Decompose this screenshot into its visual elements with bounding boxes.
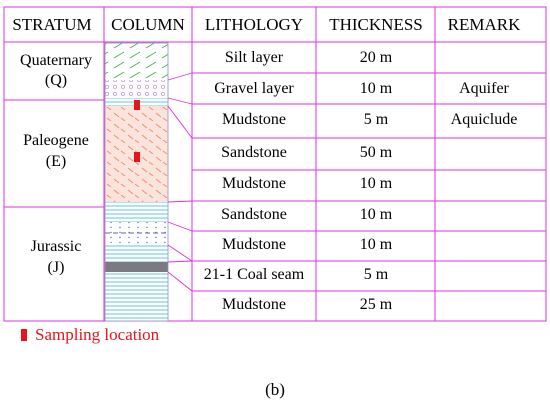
lithology-cell: Mudstone [222,111,286,128]
lithology-cell: Mudstone [222,236,286,253]
sampling-location-marker-icon [134,100,140,110]
thickness-cell: 10 m [360,206,393,223]
remark-cell: Aquiclude [451,111,518,128]
header-stratum: STRATUM [12,15,91,34]
column-mudstone-segment [105,202,168,222]
column-sandstone-dots-segment [105,222,168,245]
lithology-cell: Mudstone [222,175,286,192]
column-coal-segment [105,262,168,272]
sampling-location-marker-icon [134,152,140,162]
remark-cell: Aquifer [459,80,509,97]
header-remark: REMARK [448,15,521,34]
header-lithology: LITHOLOGY [205,15,303,34]
column-outline [104,42,169,322]
lithology-cell: Mudstone [222,296,286,313]
connector-line [167,105,193,139]
lithology-cell: Sandstone [221,206,287,223]
layer-rows: Silt layer 20 m Gravel layer 10 m Aquife… [204,49,518,313]
column-mudstone-segment [105,272,168,321]
connector-line [167,271,193,292]
stratum-quaternary-name: Quaternary [20,52,92,69]
table-border [3,6,547,322]
stratum-paleogene-code: (E) [46,153,66,170]
legend-label: Sampling location [35,325,160,344]
lithology-cell: Silt layer [225,49,284,66]
lithology-cell: 21-1 Coal seam [204,266,305,283]
lithology-cell: Gravel layer [214,80,294,97]
connector-line [167,72,193,81]
header-column: COLUMN [111,15,185,34]
column-gravel-segment [105,80,168,98]
stratum-jurassic-code: (J) [48,259,65,276]
column-mudstone-segment [105,245,168,262]
thickness-cell: 10 m [360,80,393,97]
thickness-cell: 5 m [364,266,389,283]
stratum-jurassic-name: Jurassic [31,238,82,255]
lithology-column [104,42,169,322]
lithology-cell: Sandstone [221,144,287,161]
thickness-cell: 10 m [360,236,393,253]
connector-line [167,97,193,105]
connector-line [167,260,193,263]
stratum-paleogene-name: Paleogene [23,132,89,149]
table-grid [3,6,547,322]
connector-line [167,221,193,232]
legend: Sampling location [21,325,159,345]
thickness-cell: 50 m [360,144,393,161]
table-header: STRATUM COLUMN LITHOLOGY THICKNESS REMAR… [12,15,521,34]
thickness-cell: 10 m [360,175,393,192]
thickness-cell: 20 m [360,49,393,66]
connector-lines [167,72,193,292]
stratum-cells: Quaternary (Q) Paleogene (E) Jurassic (J… [20,52,92,276]
connector-line [167,200,193,203]
thickness-cell: 5 m [364,111,389,128]
connector-line [167,244,193,262]
figure-caption: (b) [265,380,285,399]
stratum-quaternary-code: (Q) [45,72,67,89]
header-thickness: THICKNESS [329,15,423,34]
thickness-cell: 25 m [360,296,393,313]
sampling-location-marker-icon [21,329,27,341]
column-silt-segment [105,43,168,80]
